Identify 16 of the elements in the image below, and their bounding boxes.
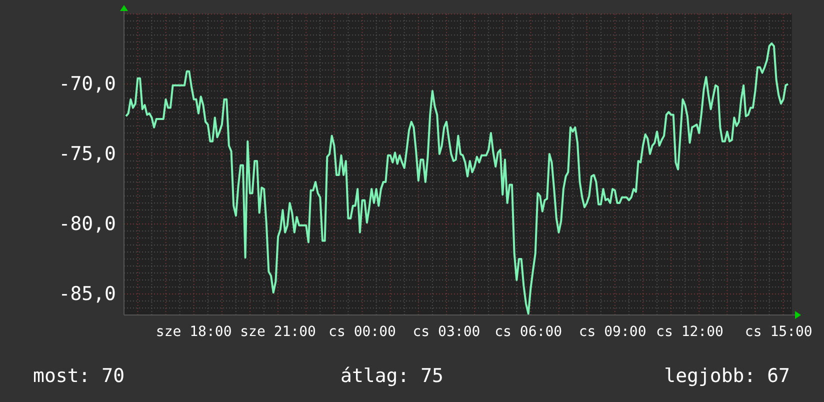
y-tick-label: -80,0 [58, 213, 116, 235]
y-tick-label: -75,0 [58, 143, 116, 165]
text: átlag: 75 [340, 365, 444, 387]
x-tick-label: cs 06:00 [494, 324, 562, 340]
y-tick-label: -70,0 [58, 73, 116, 95]
x-tick-label: cs 15:00 [744, 324, 812, 340]
x-tick-label: cs 12:00 [656, 324, 724, 340]
x-tick-label: sze 21:00 [240, 324, 316, 340]
x-tick-label: cs 09:00 [578, 324, 646, 340]
x-tick-label: sze 18:00 [156, 324, 232, 340]
x-tick-label: cs 00:00 [328, 324, 396, 340]
y-tick-label: -85,0 [58, 283, 116, 305]
text: most: 70 [33, 365, 125, 387]
line-series [125, 42, 789, 315]
text: legjobb: 67 [664, 365, 790, 387]
x-tick-label: cs 03:00 [412, 324, 480, 340]
